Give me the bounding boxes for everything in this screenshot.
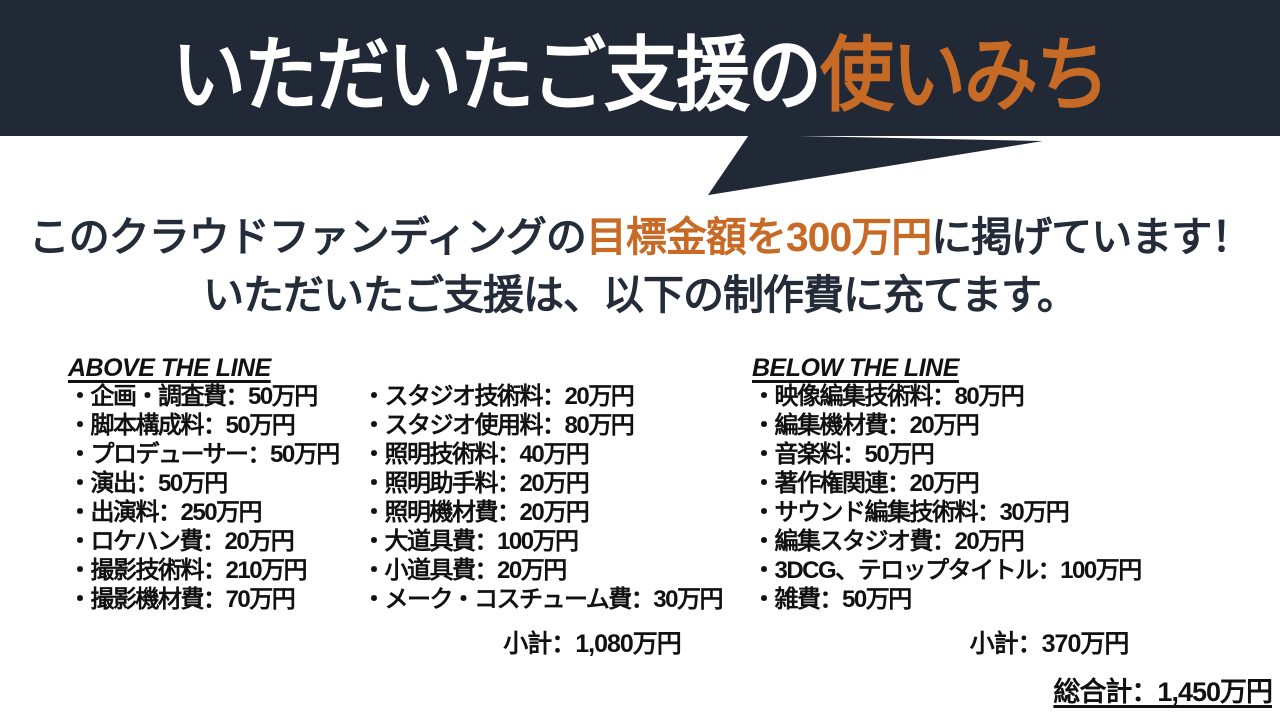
- intro-text: このクラウドファンディングの目標金額を300万円に掲げています！ いただいたご支…: [0, 208, 1280, 324]
- intro-line1-pre: このクラウドファンディングの: [28, 214, 587, 260]
- goal-amount-highlight: 目標金額を300万円: [585, 214, 932, 260]
- page-title: いただいたご支援の使いみち: [172, 9, 1110, 127]
- section-heading-above-the-line: ABOVE THE LINE: [68, 354, 271, 382]
- budget-item: ・大道具費：100万円: [362, 528, 579, 555]
- budget-item: ・スタジオ技術料：20万円: [362, 383, 635, 410]
- subtotal-below-the-line: 小計：370万円: [969, 630, 1130, 658]
- budget-item: ・ロケハン費：20万円: [68, 528, 295, 555]
- page-title-accent: 使いみち: [820, 28, 1110, 121]
- budget-item: ・撮影技術料：210万円: [68, 557, 308, 584]
- budget-item: ・メーク・コスチューム費：30万円: [362, 586, 724, 613]
- budget-item: ・プロデューサー：50万円: [68, 441, 340, 468]
- budget-item: ・3DCG、テロップタイトル：100万円: [752, 557, 1142, 584]
- speech-bubble-tail: [707, 134, 1044, 196]
- budget-item: ・雑費：50万円: [752, 586, 912, 613]
- above-line-list-col1: ・企画・調査費：50万円 ・脚本構成料：50万円 ・プロデューサー：50万円 ・…: [68, 382, 340, 614]
- subtotal-above-the-line: 小計：1,080万円: [503, 630, 682, 658]
- grand-total: 総合計：1,450万円: [1053, 677, 1273, 707]
- section-heading-below-the-line: BELOW THE LINE: [752, 354, 959, 382]
- budget-item: ・サウンド編集技術料：30万円: [752, 499, 1070, 526]
- budget-item: ・照明機材費：20万円: [362, 499, 590, 526]
- budget-item: ・音楽料：50万円: [752, 441, 935, 468]
- page-title-main: いただいたご支援の: [172, 28, 822, 121]
- intro-line-2: いただいたご支援は、以下の制作費に充てます。: [203, 272, 1078, 318]
- budget-item: ・小道具費：20万円: [362, 557, 567, 584]
- budget-item: ・脚本構成料：50万円: [68, 412, 296, 439]
- budget-item: ・映像編集技術料：80万円: [752, 383, 1025, 410]
- below-line-list: ・映像編集技術料：80万円 ・編集機材費：20万円 ・音楽料：50万円 ・著作権…: [752, 382, 1142, 614]
- budget-item: ・編集スタジオ費：20万円: [752, 528, 1025, 555]
- header-banner: いただいたご支援の使いみち: [0, 0, 1280, 136]
- budget-item: ・スタジオ使用料：80万円: [362, 412, 635, 439]
- intro-line-1: このクラウドファンディングの目標金額を300万円に掲げています！: [0, 208, 1280, 266]
- budget-item: ・編集機材費：20万円: [752, 412, 980, 439]
- budget-item: ・企画・調査費：50万円: [68, 383, 318, 410]
- budget-item: ・著作権関連：20万円: [752, 470, 980, 497]
- budget-item: ・出演料：250万円: [68, 499, 263, 526]
- budget-item: ・照明助手料：20万円: [362, 470, 590, 497]
- budget-item: ・照明技術料：40万円: [362, 441, 590, 468]
- budget-item: ・撮影機材費：70万円: [68, 586, 296, 613]
- budget-item: ・演出：50万円: [68, 470, 228, 497]
- above-line-list-col2: ・スタジオ技術料：20万円 ・スタジオ使用料：80万円 ・照明技術料：40万円 …: [362, 382, 724, 614]
- intro-line1-post: に掲げています！: [931, 214, 1252, 260]
